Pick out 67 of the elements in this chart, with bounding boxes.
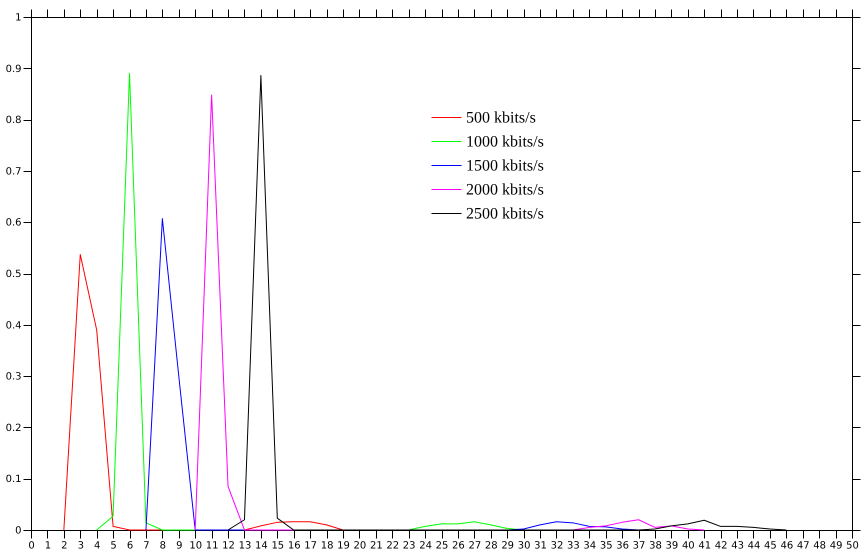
legend-label: 1000 kbits/s <box>466 134 544 150</box>
x-tick-label: 24 <box>419 540 432 552</box>
y-tick-label: 0.5 <box>6 269 22 280</box>
y-tick-label: 0.4 <box>6 320 22 332</box>
x-tick-label: 40 <box>682 540 695 552</box>
x-tick-label: 23 <box>402 540 416 552</box>
x-tick-label: 50 <box>846 540 859 552</box>
x-tick-label: 44 <box>748 540 760 552</box>
x-tick-label: 27 <box>468 540 482 552</box>
x-tick-label: 38 <box>649 540 662 552</box>
x-tick-label: 10 <box>189 540 202 552</box>
y-tick-label: 0.8 <box>6 115 22 126</box>
x-tick-label: 4 <box>94 540 100 552</box>
x-tick-label: 36 <box>616 540 629 552</box>
y-tick-label: 0 <box>15 526 22 536</box>
x-tick-label: 9 <box>176 540 182 552</box>
x-tick-label: 6 <box>126 540 134 552</box>
x-tick-label: 16 <box>288 540 301 552</box>
y-tick-label: 0.6 <box>6 218 22 229</box>
legend-label: 2000 kbits/s <box>466 182 544 198</box>
x-tick-label: 26 <box>452 540 465 552</box>
x-tick-label: 20 <box>354 540 366 552</box>
x-tick-label: 14 <box>255 540 268 552</box>
x-tick-label: 48 <box>813 540 826 552</box>
x-tick-label: 29 <box>501 540 514 552</box>
x-tick-label: 28 <box>484 540 498 552</box>
x-tick-label: 15 <box>271 540 284 552</box>
x-tick-label: 46 <box>780 540 794 552</box>
x-tick-label: 21 <box>370 540 383 552</box>
x-tick-label: 47 <box>796 540 810 552</box>
y-tick-label: 0.3 <box>6 372 22 383</box>
x-tick-label: 30 <box>518 540 530 552</box>
x-tick-label: 37 <box>632 540 646 552</box>
x-tick-label: 12 <box>222 540 235 552</box>
x-tick-label: 5 <box>110 540 117 552</box>
legend-label: 500 kbits/s <box>466 110 536 126</box>
x-tick-label: 18 <box>320 540 334 552</box>
legend-label: 2500 kbits/s <box>466 206 544 222</box>
x-tick-label: 32 <box>550 540 564 552</box>
x-tick-label: 25 <box>436 540 448 552</box>
x-tick-label: 45 <box>764 540 777 552</box>
x-tick-label: 49 <box>830 540 842 552</box>
x-tick-label: 42 <box>714 540 728 552</box>
x-tick-label: 3 <box>78 540 84 552</box>
x-tick-label: 33 <box>566 540 580 552</box>
y-tick-label: 0.1 <box>6 474 22 486</box>
x-tick-label: 31 <box>534 540 547 552</box>
x-tick-label: 39 <box>666 540 678 552</box>
x-tick-label: 43 <box>731 540 744 552</box>
x-tick-label: 17 <box>304 540 318 552</box>
x-tick-label: 35 <box>600 540 613 552</box>
x-tick-label: 1 <box>44 540 52 552</box>
y-tick-label: 0.2 <box>6 422 22 434</box>
x-tick-label: 11 <box>206 540 218 552</box>
x-tick-label: 13 <box>238 540 252 552</box>
x-tick-label: 34 <box>583 540 596 552</box>
y-tick-label: 0.7 <box>6 166 22 178</box>
x-tick-label: 8 <box>160 540 166 552</box>
x-tick-label: 2 <box>61 540 68 552</box>
y-tick-label: 0.9 <box>6 64 22 75</box>
x-tick-label: 0 <box>28 540 35 552</box>
x-tick-label: 7 <box>143 540 150 552</box>
legend-label: 1500 kbits/s <box>466 158 544 174</box>
x-tick-label: 19 <box>337 540 350 552</box>
x-tick-label: 22 <box>386 540 400 552</box>
y-tick-label: 1 <box>15 12 22 24</box>
x-tick-label: 41 <box>698 540 712 552</box>
